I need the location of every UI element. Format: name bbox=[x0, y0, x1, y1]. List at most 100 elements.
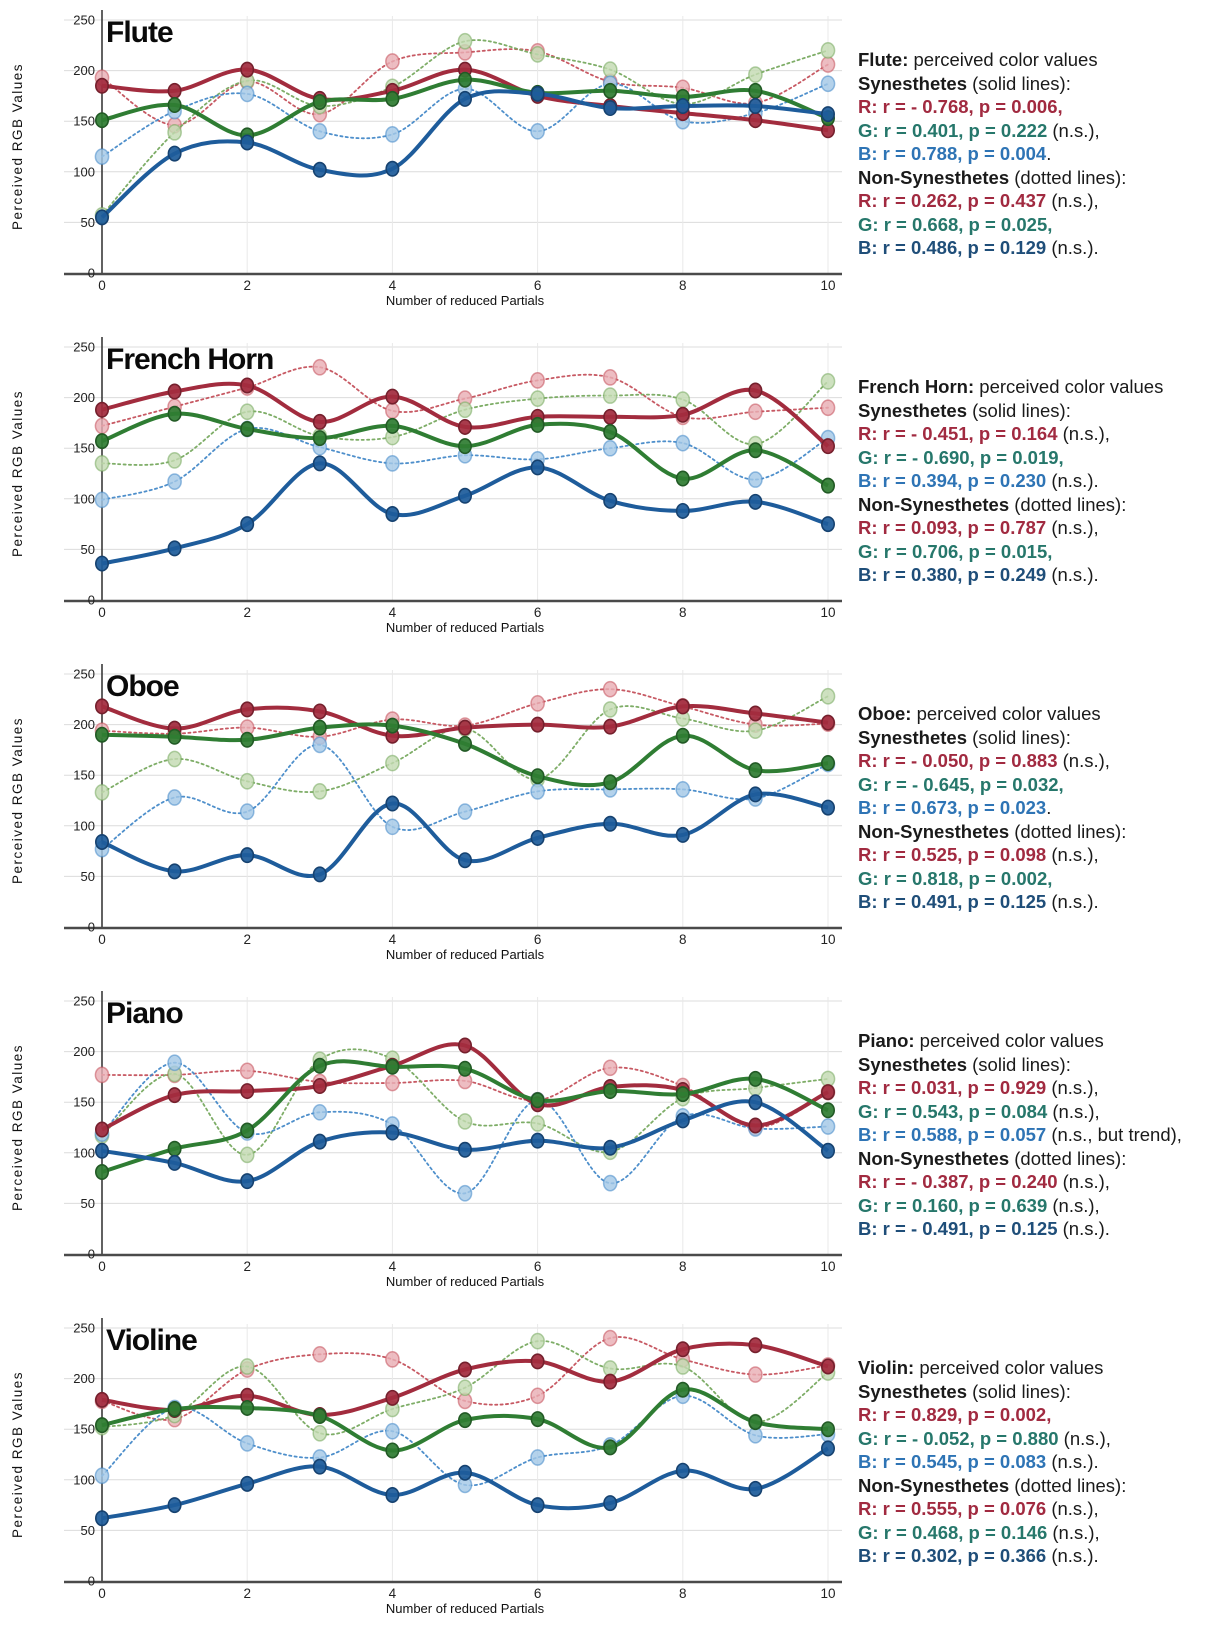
chart-section-oboe: 0 50 100 150 200 250 0 2 4 6 8 10 Number of reduced … bbox=[0, 654, 1211, 981]
french-horn-synesthetes-G-marker-x9 bbox=[748, 442, 763, 459]
violine-stat-line-5: Non-Synesthetes (dotted lines): bbox=[858, 1474, 1208, 1498]
flute-synesthetes-R-marker-x0 bbox=[95, 77, 110, 94]
french-horn-non-synesthetes-G-marker-x10 bbox=[820, 373, 836, 390]
violine-synesthetes-G-marker-x2 bbox=[240, 1399, 255, 1416]
flute-synesthetes-G-marker-x5 bbox=[457, 71, 472, 88]
violine-stat-segment: (n.s.). bbox=[1046, 1451, 1099, 1472]
violine-synesthetes-R-marker-x7 bbox=[603, 1373, 618, 1390]
violine-synesthetes-R-marker-x5 bbox=[457, 1361, 472, 1378]
french-horn-stat-segment: (n.s.). bbox=[1046, 564, 1099, 585]
violine-stat-segment: (n.s.). bbox=[1046, 1545, 1099, 1566]
french-horn-synesthetes-G-marker-x0 bbox=[95, 433, 110, 450]
violine-synesthetes-G-marker-x1 bbox=[167, 1400, 182, 1417]
flute-synesthetes-B-marker-x5 bbox=[457, 90, 472, 107]
piano-synesthetes-B-marker-x10 bbox=[820, 1142, 835, 1159]
violine-synesthetes-B-marker-x3 bbox=[312, 1458, 327, 1475]
flute-stat-segment: Non-Synesthetes bbox=[858, 166, 1010, 188]
french-horn-stat-segment: B: r = 0.380, p = 0.249 bbox=[858, 564, 1047, 585]
flute-x-tick-10: 10 bbox=[820, 278, 835, 293]
piano-non-synesthetes-B-marker-x3 bbox=[312, 1103, 328, 1121]
violine-synesthetes-G-marker-x6 bbox=[530, 1411, 545, 1428]
french-horn-synesthetes-B-marker-x9 bbox=[748, 493, 763, 510]
french-horn-stat-segment: R: r = 0.093, p = 0.787 bbox=[858, 517, 1047, 538]
piano-stat-line-8: B: r = - 0.491, p = 0.125 (n.s.). bbox=[858, 1217, 1208, 1241]
violine-stat-segment: (n.s.), bbox=[1046, 1498, 1099, 1519]
piano-stat-segment: (solid lines): bbox=[967, 1053, 1071, 1075]
flute-synesthetes-R-marker-x2 bbox=[240, 61, 255, 78]
violine-non-synesthetes-R-marker-x6 bbox=[530, 1387, 545, 1405]
french-horn-synesthetes-R-marker-x1 bbox=[167, 383, 182, 400]
violine-non-synesthetes-R-marker-x3 bbox=[312, 1345, 328, 1363]
violine-y-axis-label: Perceived RGB Values bbox=[10, 1371, 25, 1538]
oboe-synesthetes-G-marker-x0 bbox=[95, 726, 110, 743]
piano-x-tick-2: 2 bbox=[243, 1259, 251, 1274]
oboe-x-tick-0: 0 bbox=[98, 932, 106, 947]
oboe-stat-segment: B: r = 0.491, p = 0.125 bbox=[858, 891, 1047, 912]
violine-non-synesthetes-G-marker-x2 bbox=[239, 1358, 255, 1375]
piano-stat-line-2: R: r = 0.031, p = 0.929 (n.s.), bbox=[858, 1076, 1208, 1100]
flute-non-synesthetes-B-line bbox=[101, 82, 829, 158]
oboe-synesthetes-R-marker-x5 bbox=[457, 719, 472, 736]
french-horn-synesthetes-B-marker-x4 bbox=[385, 505, 400, 522]
flute-stat-segment: B: r = 0.486, p = 0.129 bbox=[858, 237, 1047, 258]
french-horn-synesthetes-B-line bbox=[101, 461, 829, 566]
piano-stat-segment: (n.s.). bbox=[1057, 1218, 1110, 1239]
piano-synesthetes-G-marker-x1 bbox=[167, 1140, 182, 1157]
piano-non-synesthetes-B-marker-x7 bbox=[602, 1174, 618, 1192]
flute-x-tick-4: 4 bbox=[389, 278, 397, 293]
french-horn-stat-segment: (solid lines): bbox=[967, 399, 1071, 421]
violine-stat-segment: B: r = 0.302, p = 0.366 bbox=[858, 1545, 1047, 1566]
violine-stat-line-4: B: r = 0.545, p = 0.083 (n.s.). bbox=[858, 1450, 1208, 1474]
oboe-synesthetes-B-marker-x5 bbox=[457, 852, 472, 869]
flute-synesthetes-B-marker-x8 bbox=[675, 98, 690, 115]
french-horn-stat-segment: R: r = - 0.451, p = 0.164 bbox=[858, 423, 1058, 444]
french-horn-stat-line-1: Synesthetes (solid lines): bbox=[858, 399, 1208, 423]
oboe-synesthetes-B-marker-x2 bbox=[240, 847, 255, 864]
oboe-synesthetes-B-marker-x9 bbox=[748, 786, 763, 803]
flute-synesthetes-B-marker-x2 bbox=[240, 134, 255, 151]
french-horn-non-synesthetes-R-marker-x10 bbox=[820, 399, 836, 417]
flute-y-tick-100: 100 bbox=[73, 164, 95, 179]
french-horn-stat-segment: (n.s.), bbox=[1046, 517, 1099, 538]
piano-title: Piano bbox=[106, 997, 183, 1030]
oboe-non-synesthetes-B-marker-x3 bbox=[312, 736, 328, 754]
flute-non-synesthetes-R-marker-x10 bbox=[820, 56, 836, 73]
piano-synesthetes-G-marker-x6 bbox=[530, 1092, 545, 1109]
flute-y-tick-50: 50 bbox=[81, 215, 95, 230]
flute-synesthetes-G-marker-x9 bbox=[748, 82, 763, 99]
oboe-non-synesthetes-R-marker-x6 bbox=[530, 694, 545, 712]
oboe-synesthetes-G-marker-x4 bbox=[385, 717, 400, 734]
french-horn-stat-line-8: B: r = 0.380, p = 0.249 (n.s.). bbox=[858, 563, 1208, 587]
french-horn-non-synesthetes-G-marker-x2 bbox=[239, 403, 255, 421]
flute-x-tick-6: 6 bbox=[534, 278, 542, 293]
french-horn-synesthetes-G-marker-x10 bbox=[820, 477, 835, 494]
piano-synesthetes-G-marker-x9 bbox=[748, 1070, 763, 1087]
flute-non-synesthetes-G-marker-x6 bbox=[530, 46, 545, 63]
piano-non-synesthetes-G-marker-x6 bbox=[530, 1115, 545, 1132]
french-horn-stat-segment: Synesthetes bbox=[858, 399, 967, 421]
french-horn-y-axis-label: Perceived RGB Values bbox=[10, 390, 25, 557]
flute-stat-line-4: B: r = 0.788, p = 0.004. bbox=[858, 142, 1208, 166]
violine-x-tick-10: 10 bbox=[820, 1586, 835, 1601]
violine-synesthetes-G-marker-x5 bbox=[457, 1412, 472, 1429]
french-horn-non-synesthetes-R-marker-x9 bbox=[748, 403, 763, 421]
piano-synesthetes-B-marker-x8 bbox=[675, 1112, 690, 1129]
french-horn-non-synesthetes-B-marker-x8 bbox=[675, 434, 691, 452]
piano-stat-segment: R: r = - 0.387, p = 0.240 bbox=[858, 1171, 1058, 1192]
flute-y-tick-200: 200 bbox=[73, 63, 95, 78]
piano-non-synesthetes-B-marker-x10 bbox=[820, 1118, 836, 1135]
french-horn-y-tick-100: 100 bbox=[73, 491, 95, 506]
violine-synesthetes-B-marker-x1 bbox=[167, 1497, 182, 1514]
oboe-title: Oboe bbox=[106, 670, 179, 703]
french-horn-synesthetes-B-marker-x3 bbox=[312, 455, 327, 472]
flute-non-synesthetes-G-marker-x10 bbox=[820, 42, 836, 59]
piano-stat-line-7: G: r = 0.160, p = 0.639 (n.s.), bbox=[858, 1194, 1208, 1218]
piano-y-tick-200: 200 bbox=[73, 1044, 95, 1059]
flute-non-synesthetes-B-marker-x3 bbox=[312, 122, 328, 140]
piano-synesthetes-G-marker-x3 bbox=[312, 1057, 327, 1074]
violine-plot: 0 50 100 150 200 250 0 2 4 6 8 10 Number of reduced … bbox=[10, 1318, 842, 1616]
violine-x-tick-0: 0 bbox=[98, 1586, 106, 1601]
chart-section-violine: 0 50 100 150 200 250 0 2 4 6 8 10 Number of reduced … bbox=[0, 1308, 1211, 1635]
oboe-synesthetes-G-marker-x7 bbox=[603, 774, 618, 791]
oboe-synesthetes-R-marker-x3 bbox=[312, 703, 327, 720]
